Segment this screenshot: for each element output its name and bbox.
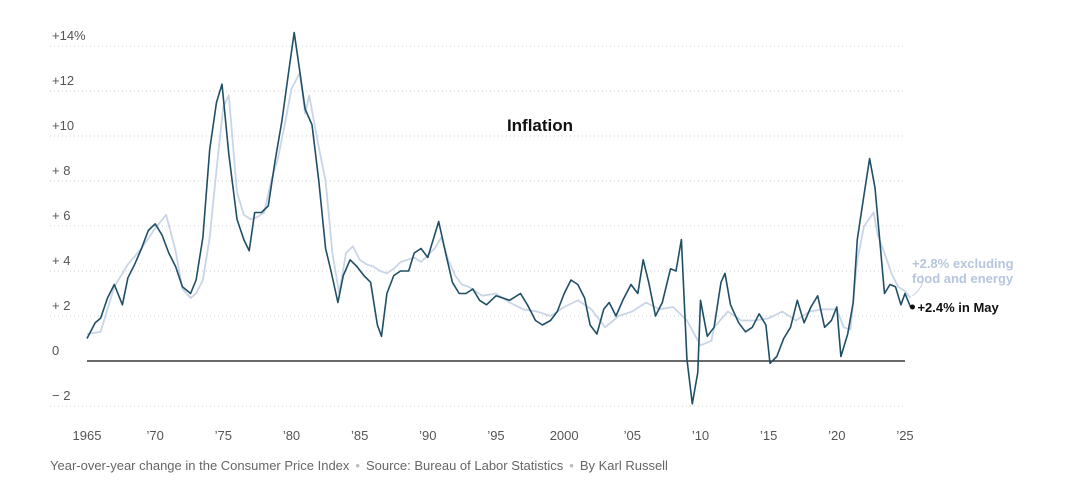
- x-tick-label: ’85: [351, 428, 368, 443]
- x-tick-label: ’05: [624, 428, 641, 443]
- core-end-label: +2.8% excluding: [912, 256, 1014, 271]
- caption: Year-over-year change in the Consumer Pr…: [50, 458, 668, 473]
- x-tick-label: ’80: [283, 428, 300, 443]
- caption-separator: •: [355, 458, 360, 473]
- x-tick-label: ’10: [692, 428, 709, 443]
- y-tick-label: + 6: [52, 208, 70, 223]
- x-tick-label: ’95: [487, 428, 504, 443]
- x-tick-label: 1965: [73, 428, 102, 443]
- y-axis-ticks: +14% +12 +10 + 8 + 6 + 4 + 2 0 − 2: [52, 28, 86, 403]
- caption-description: Year-over-year change in the Consumer Pr…: [50, 458, 350, 473]
- caption-separator: •: [569, 458, 574, 473]
- x-tick-label: ’20: [828, 428, 845, 443]
- caption-source: Source: Bureau of Labor Statistics: [365, 458, 564, 473]
- x-tick-label: ’90: [419, 428, 436, 443]
- headline-end-label: +2.4% in May: [917, 300, 999, 315]
- y-tick-label: +12: [52, 73, 74, 88]
- headline-end-dot: [909, 304, 915, 310]
- core-end-label: food and energy: [912, 271, 1014, 286]
- gridlines: [50, 45, 905, 407]
- y-tick-label: + 4: [52, 253, 70, 268]
- caption-byline: By Karl Russell: [579, 458, 668, 473]
- chart-title: Inflation: [507, 116, 573, 135]
- y-tick-label: +14%: [52, 28, 86, 43]
- x-tick-label: 2000: [550, 428, 579, 443]
- x-tick-label: ’15: [760, 428, 777, 443]
- series-line-headline-cpi: [86, 31, 912, 405]
- y-tick-label: + 8: [52, 163, 70, 178]
- x-tick-label: ’75: [215, 428, 232, 443]
- x-tick-label: ’25: [896, 428, 913, 443]
- x-tick-label: ’70: [146, 428, 163, 443]
- series-line-core-cpi: [86, 72, 912, 347]
- core-label-leader: [912, 274, 924, 297]
- series-lines: [86, 31, 912, 405]
- y-tick-label: + 2: [52, 298, 70, 313]
- x-axis-ticks: 1965 ’70 ’75 ’80 ’85 ’90 ’95 2000 ’05 ’10 ’15 ’20 ’2…: [73, 428, 914, 443]
- y-tick-label: − 2: [52, 388, 70, 403]
- y-tick-label: +10: [52, 118, 74, 133]
- y-tick-label: 0: [52, 343, 59, 358]
